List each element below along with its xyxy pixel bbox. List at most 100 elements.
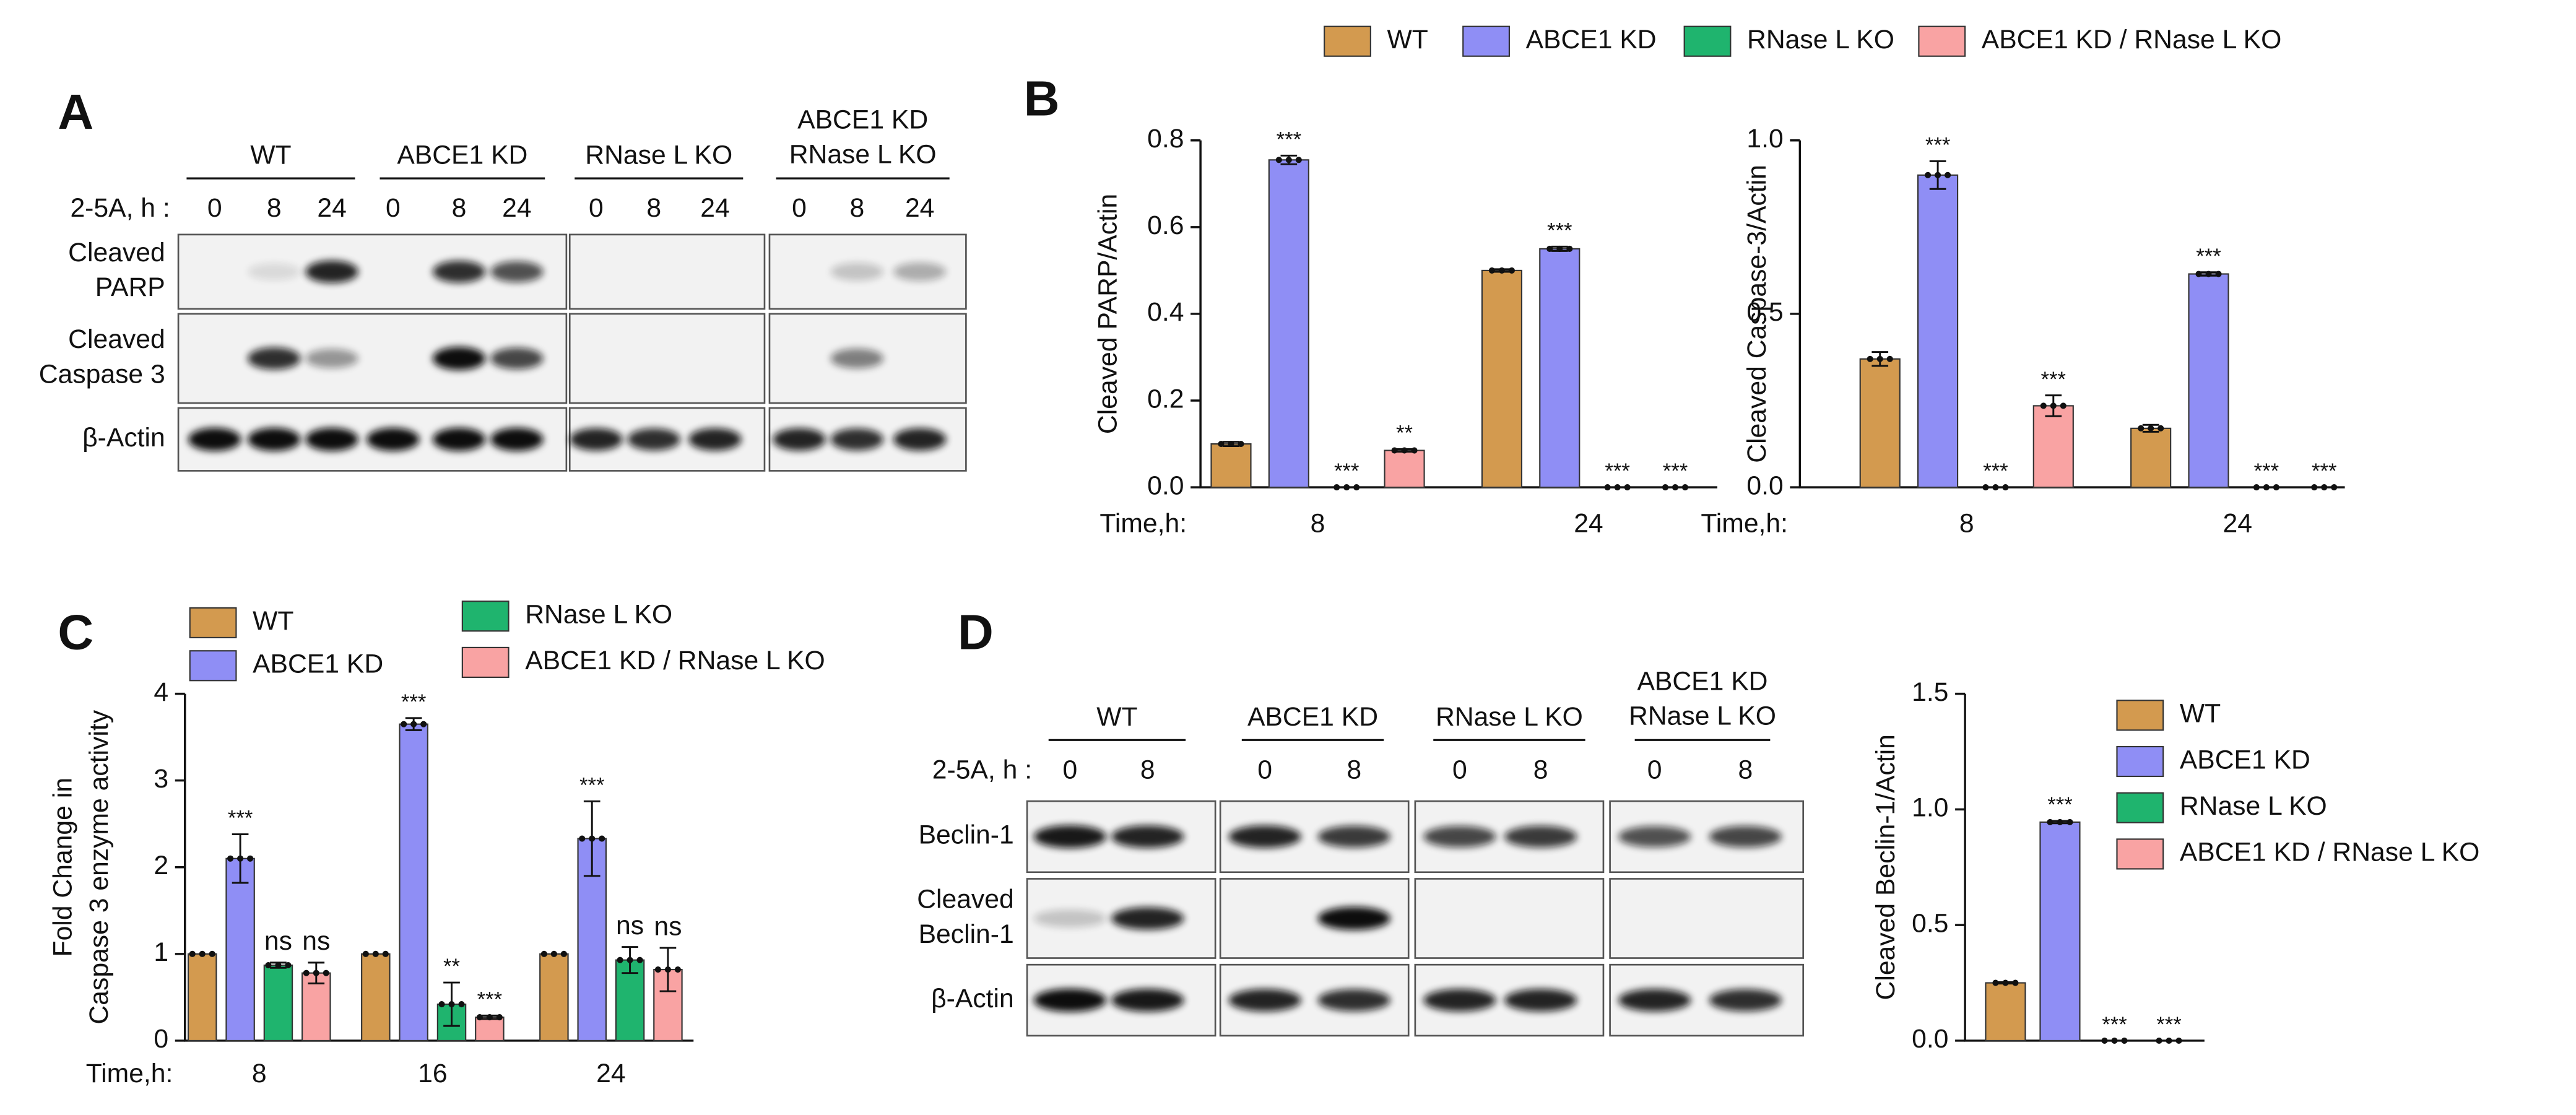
- replicate-dot: [2047, 818, 2053, 826]
- band: [893, 428, 947, 451]
- replicate-dot: [1681, 484, 1689, 491]
- y-tick-label: 1.0: [1912, 793, 1948, 823]
- bar: [1917, 174, 1959, 488]
- replicate-dot: [458, 1001, 465, 1008]
- row-label: Beclin-1: [919, 919, 1014, 949]
- band: [1111, 989, 1184, 1012]
- legend-label: WT: [253, 606, 293, 636]
- lane-label: 24: [502, 193, 531, 223]
- blot-box: [568, 313, 766, 404]
- replicate-dot: [1662, 484, 1669, 491]
- x-tick-label: 8: [1959, 509, 1974, 539]
- replicate-dot: [1945, 171, 1951, 178]
- replicate-dot: [599, 835, 605, 842]
- panel-label: B: [1024, 71, 1060, 126]
- replicate-dot: [2111, 1037, 2118, 1044]
- bar: [1210, 443, 1252, 488]
- band: [627, 428, 680, 451]
- lane-label: 0: [589, 193, 604, 223]
- x-axis-label: Time,h:: [1099, 509, 1187, 539]
- legend-label: ABCE1 KD: [253, 649, 383, 679]
- significance-label: ***: [228, 807, 253, 830]
- replicate-dot: [1218, 440, 1225, 448]
- band: [490, 347, 544, 370]
- band: [490, 428, 544, 451]
- replicate-dot: [247, 855, 254, 862]
- bar: [539, 953, 569, 1042]
- legend-label: ABCE1 KD / RNase L KO: [2180, 838, 2480, 867]
- replicate-dot: [1867, 355, 1873, 362]
- legend-label: WT: [1387, 25, 1428, 54]
- band: [1423, 826, 1496, 848]
- replicate-dot: [2311, 484, 2318, 491]
- row-label: Caspase 3: [39, 359, 165, 389]
- replicate-dot: [1334, 484, 1340, 491]
- replicate-dot: [2002, 979, 2009, 986]
- legend-label: ABCE1 KD / RNase L KO: [1982, 25, 2282, 54]
- y-tick-label: 0.0: [1746, 471, 1783, 500]
- legend-swatch: [2116, 700, 2164, 731]
- group-label: RNase L KO: [789, 139, 937, 169]
- y-tick-label: 0.4: [1147, 297, 1184, 327]
- legend-swatch: [189, 650, 237, 682]
- legend-label: RNase L KO: [1747, 25, 1894, 54]
- significance-label: ***: [1334, 459, 1359, 483]
- lane-label: 8: [1347, 755, 1361, 784]
- group-label: RNase L KO: [1629, 701, 1776, 731]
- panel-label: A: [58, 84, 93, 139]
- y-tick-label: 3: [154, 764, 168, 794]
- y-axis-label: Cleaved Caspase-3/Actin: [1742, 165, 1772, 463]
- replicate-dot: [486, 1014, 493, 1021]
- significance-label: ***: [2041, 368, 2066, 391]
- replicate-dot: [2321, 484, 2328, 491]
- lane-label: 24: [905, 193, 934, 223]
- panel-label: C: [58, 604, 93, 659]
- row-label: Cleaved: [68, 238, 165, 267]
- legend-swatch: [189, 607, 237, 638]
- replicate-dot: [1353, 484, 1360, 491]
- y-tick-label: 0.8: [1147, 124, 1184, 154]
- replicate-dot: [1498, 267, 1505, 274]
- y-tick-label: 0.5: [1746, 297, 1783, 327]
- band: [432, 347, 486, 370]
- replicate-dot: [674, 966, 681, 973]
- replicate-dot: [285, 961, 292, 969]
- y-axis-label: Caspase 3 enzyme activity: [84, 709, 114, 1024]
- band: [432, 261, 486, 283]
- replicate-dot: [1285, 157, 1292, 163]
- bar: [1481, 269, 1522, 488]
- blot-box: [568, 233, 766, 310]
- replicate-dot: [420, 721, 427, 727]
- replicate-dot: [540, 950, 547, 957]
- bar: [263, 964, 293, 1042]
- significance-label: ns: [302, 926, 330, 956]
- legend-swatch: [461, 601, 510, 632]
- bar: [1268, 159, 1309, 488]
- replicate-dot: [2121, 1037, 2128, 1044]
- y-tick-label: 0.0: [1912, 1024, 1948, 1054]
- bar: [188, 953, 217, 1042]
- y-tick-label: 0: [154, 1024, 168, 1054]
- band: [830, 428, 884, 451]
- condition-label: 2-5A, h :: [932, 755, 1032, 784]
- significance-label: ***: [1277, 128, 1301, 151]
- bar: [2130, 427, 2172, 488]
- replicate-dot: [1295, 157, 1302, 163]
- band: [1618, 989, 1691, 1012]
- band: [1228, 825, 1301, 848]
- y-tick-label: 1.5: [1912, 677, 1948, 707]
- significance-label: **: [443, 955, 460, 978]
- replicate-dot: [1992, 979, 1999, 986]
- significance-label: ns: [264, 926, 292, 956]
- band: [1033, 909, 1107, 927]
- band: [1111, 907, 1184, 930]
- replicate-dot: [2158, 425, 2164, 432]
- lane-label: 24: [700, 193, 729, 223]
- replicate-dot: [1624, 484, 1631, 491]
- band: [188, 428, 241, 451]
- x-tick-label: 8: [1311, 509, 1325, 539]
- replicate-dot: [2040, 402, 2047, 409]
- bar: [2032, 405, 2074, 488]
- bar: [225, 857, 255, 1042]
